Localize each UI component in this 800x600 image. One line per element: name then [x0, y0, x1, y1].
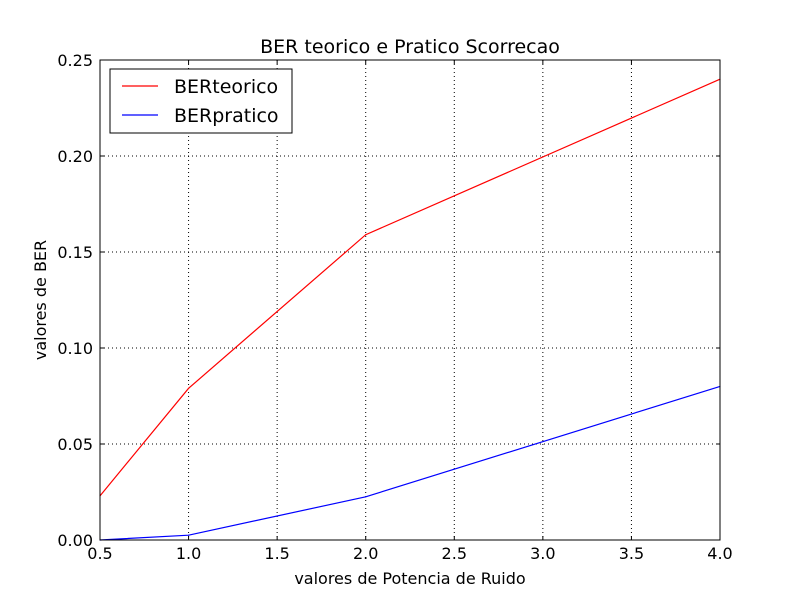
plot-frame — [99, 59, 721, 541]
x-tick-label: 3.5 — [619, 544, 644, 563]
data-point-berteorico — [365, 234, 367, 236]
x-tick-label: 0.5 — [87, 544, 112, 563]
y-tick-label: 0.25 — [57, 51, 93, 70]
data-point-berpratico — [365, 496, 367, 498]
axis-ticks: 0.5 1.0 1.5 2.0 2.5 3.0 3.5 4.0 0.00 0.05 0.10 0.15… — [57, 51, 732, 563]
legend-label-berpratico: BERpratico — [174, 105, 279, 127]
chart-title: BER teorico e Pratico Scorrecao — [260, 36, 560, 58]
x-tick-label: 2.5 — [442, 544, 467, 563]
series-line-berteorico — [99, 78, 721, 497]
x-tick-label: 1.5 — [264, 544, 289, 563]
y-tick-label: 0.05 — [57, 435, 93, 454]
data-point-berpratico — [187, 534, 190, 536]
series-lines — [99, 78, 721, 541]
data-point-berteorico — [187, 387, 190, 389]
legend-box — [109, 68, 293, 134]
x-tick-label: 2.0 — [353, 544, 378, 563]
y-tick-label: 0.00 — [57, 531, 93, 550]
series-line-berpratico — [99, 385, 721, 541]
y-tick-label: 0.15 — [57, 243, 93, 262]
y-tick-label: 0.20 — [57, 147, 93, 166]
x-tick-label: 3.0 — [530, 544, 555, 563]
x-axis-label: valores de Potencia de Ruido — [294, 569, 525, 588]
legend: BERteorico BERpratico — [109, 68, 293, 134]
legend-label-berteorico: BERteorico — [174, 76, 278, 98]
x-tick-label: 4.0 — [707, 544, 732, 563]
y-axis-label: valores de BER — [31, 240, 50, 360]
x-tick-label: 1.0 — [176, 544, 201, 563]
y-tick-label: 0.10 — [57, 339, 93, 358]
